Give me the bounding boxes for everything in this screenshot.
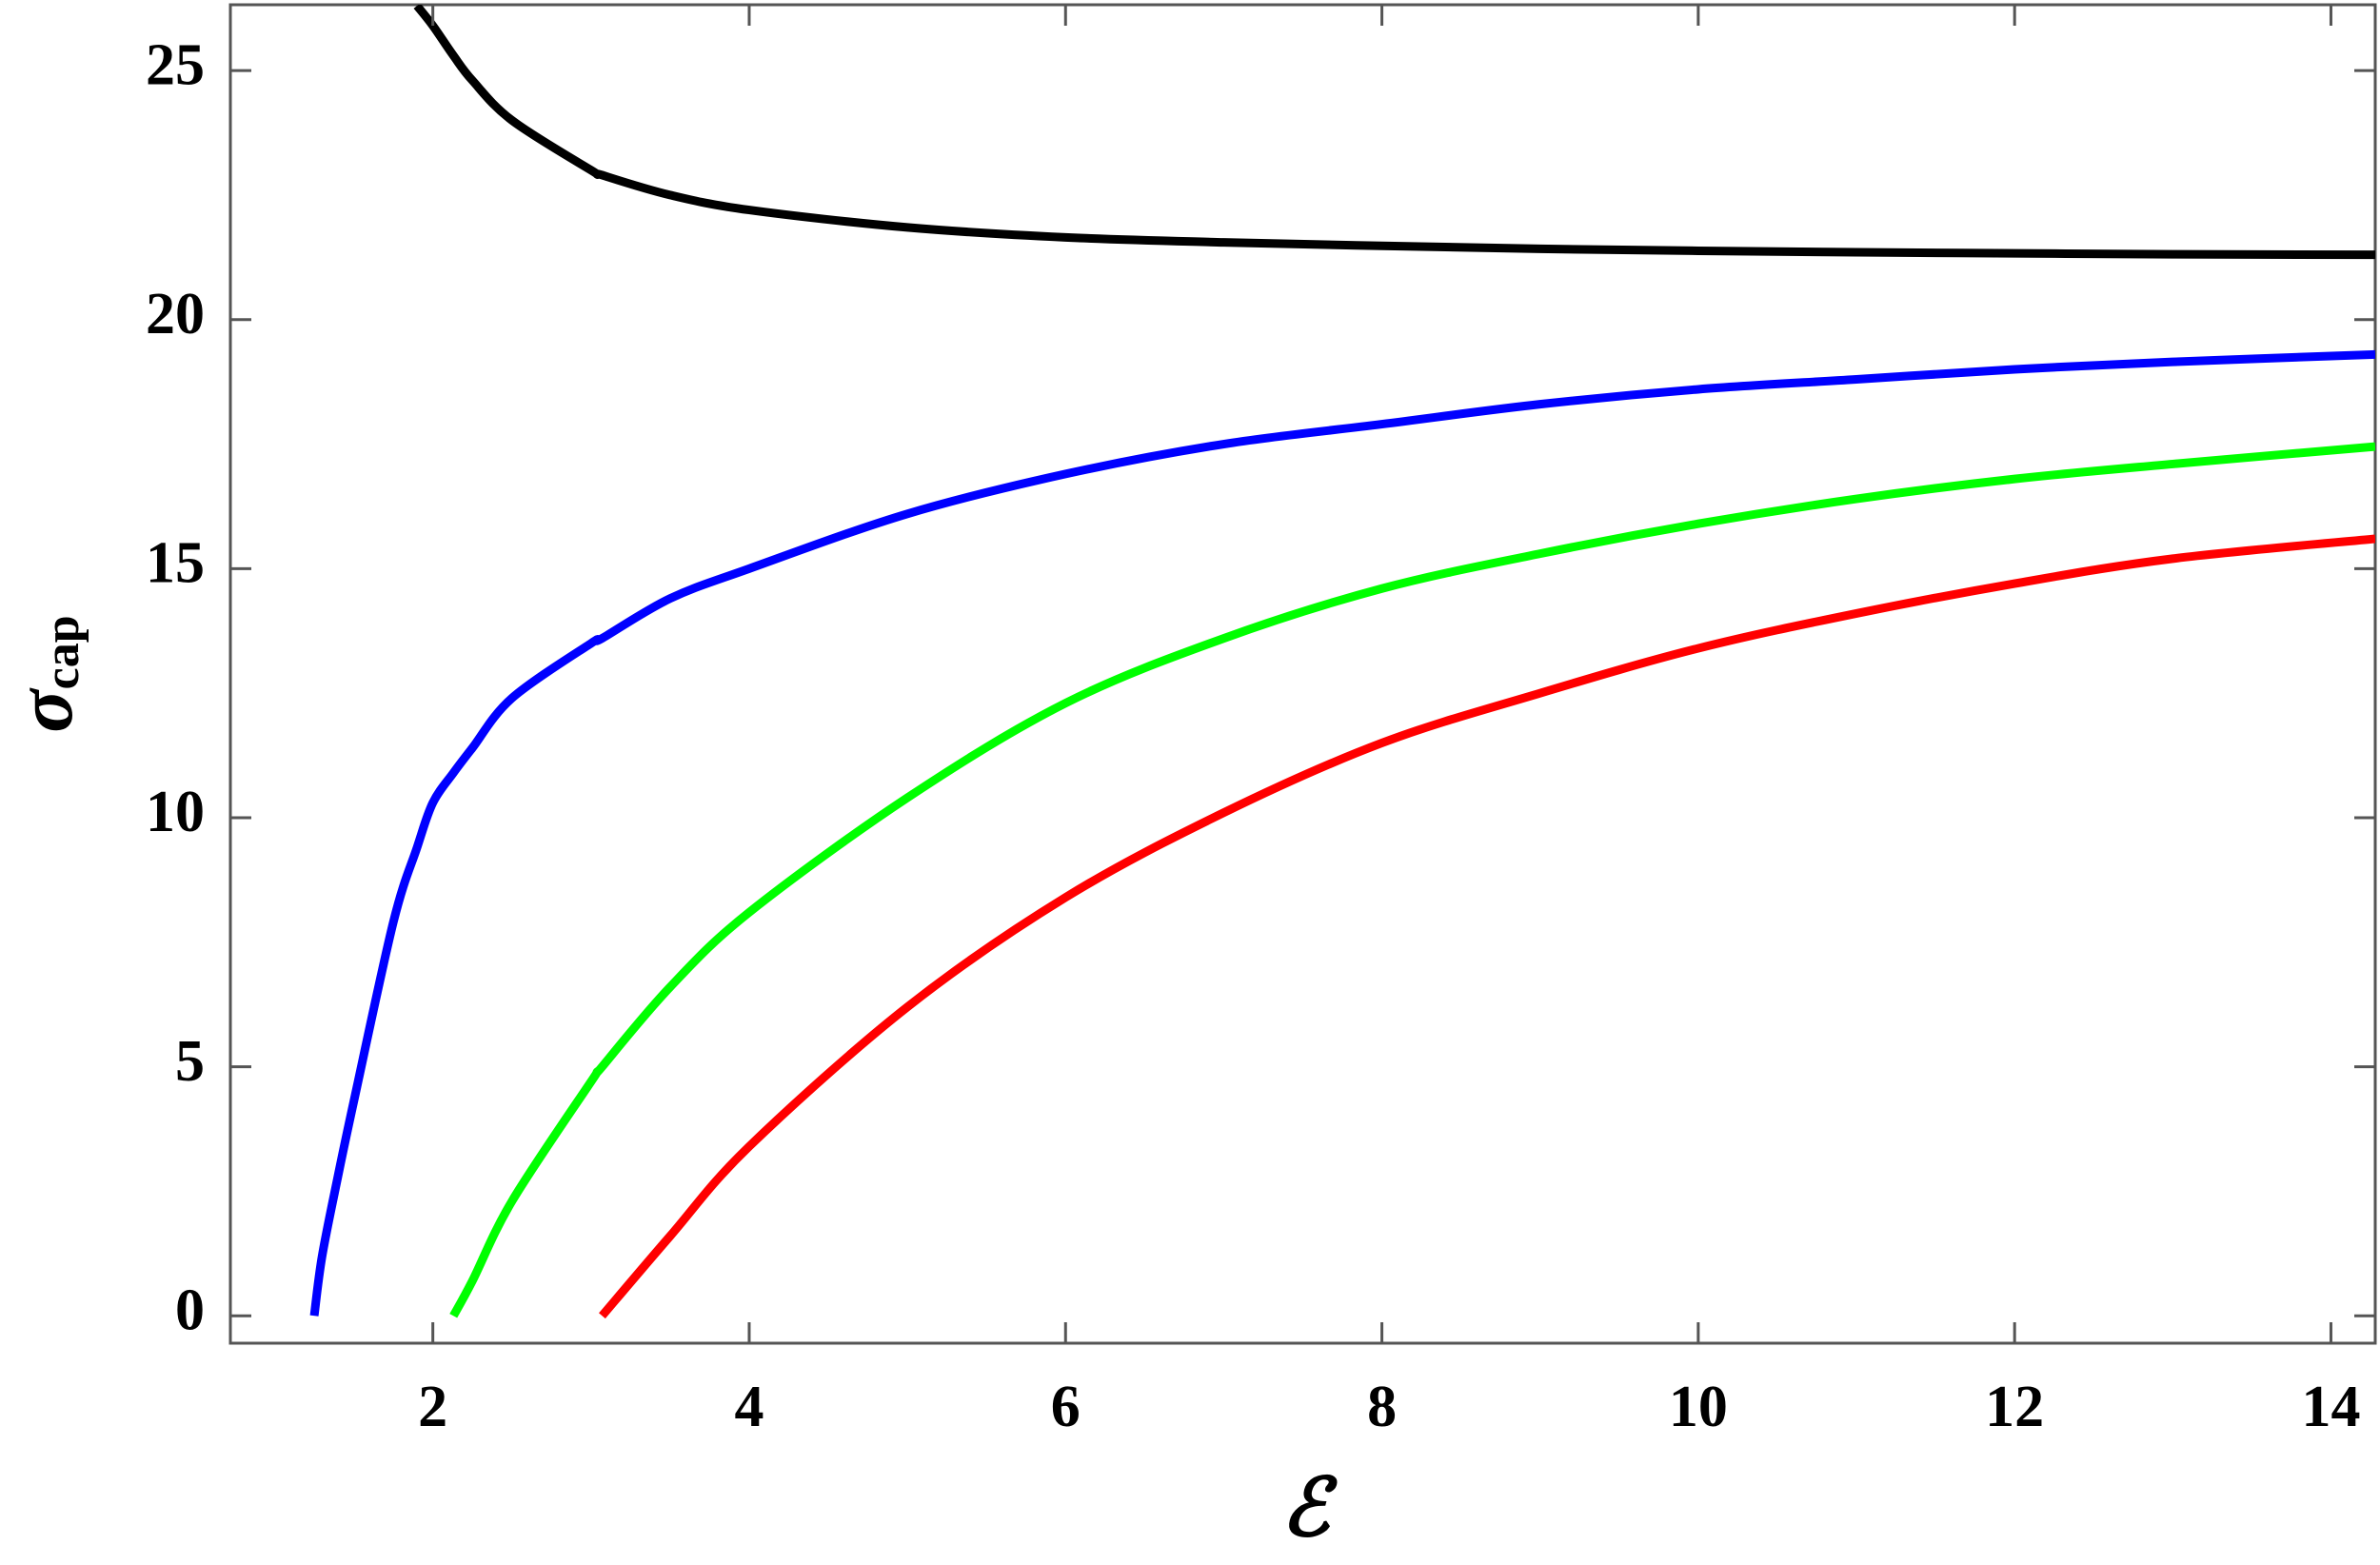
x-tick-label: 12: [1985, 1375, 2044, 1439]
y-axis-label-symbol: σ: [1, 687, 89, 733]
plot-area: [309, 5, 2375, 1319]
y-tick-label: 5: [175, 1029, 205, 1094]
y-tick-label: 25: [146, 32, 205, 97]
x-tick-label: 8: [1367, 1375, 1397, 1439]
x-tick-label: 2: [418, 1375, 447, 1439]
y-tick-label: 0: [175, 1278, 205, 1342]
series-line: [413, 5, 2375, 260]
y-tick-label: 20: [146, 282, 205, 347]
y-tick-label: 10: [146, 780, 205, 844]
x-tick-label: 10: [1669, 1375, 1728, 1439]
plot-frame: [228, 3, 2377, 1345]
y-axis-label-subscript: cap: [35, 615, 89, 689]
series-line: [449, 442, 2375, 1318]
y-axis-label: σcap: [1, 615, 89, 732]
x-tick-label: 4: [734, 1375, 764, 1439]
x-tick-label: 6: [1051, 1375, 1081, 1439]
series-line: [309, 349, 2375, 1317]
series-line: [599, 534, 2375, 1319]
x-axis-label: ℰ: [1281, 1464, 1339, 1553]
x-tick-label: 14: [2301, 1375, 2360, 1439]
y-tick-label: 15: [146, 531, 205, 596]
